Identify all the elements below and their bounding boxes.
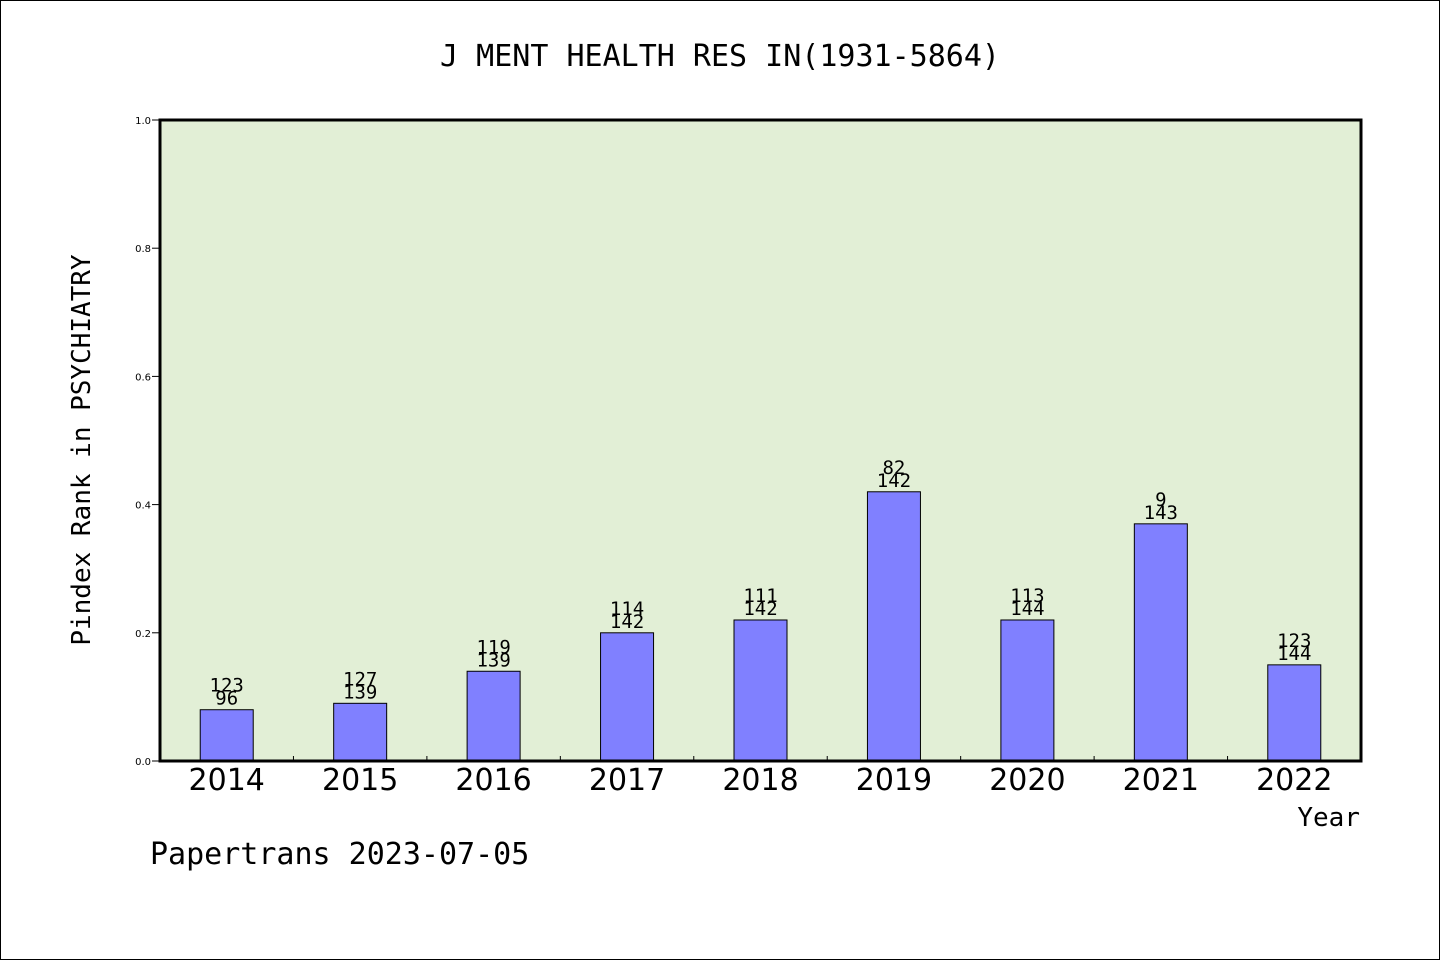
bar [866,491,921,762]
plot-border [158,118,1363,763]
data-label-bottom: 142 [877,470,911,492]
x-tick-label: 2017 [589,763,665,798]
data-label-top: 82 [882,457,905,479]
y-tick-label: 0.4 [135,501,151,512]
x-tick-label: 2019 [856,763,932,798]
data-label-bottom: 142 [743,598,777,620]
data-label-top: 127 [343,668,377,690]
bar [600,632,655,762]
x-axis-label: Year [1297,803,1360,833]
x-tick-label: 2022 [1256,763,1332,798]
data-label-top: 119 [476,636,510,658]
bar [1000,619,1055,762]
data-label-bottom: 142 [610,611,644,633]
data-label-bottom: 144 [1277,643,1311,665]
y-tick-label: 0.2 [135,629,151,640]
data-label-bottom: 144 [1010,598,1044,620]
bar [466,670,521,762]
data-label-top: 9 [1155,489,1166,511]
bar [333,702,388,762]
bar [1267,664,1322,762]
bar [199,709,254,762]
data-label-top: 111 [743,585,777,607]
data-label-bottom: 143 [1144,502,1178,524]
data-label-bottom: 139 [476,649,510,671]
data-label-bottom: 139 [343,681,377,703]
bar [1133,523,1188,762]
y-tick-label: 0.8 [135,244,151,255]
x-tick-label: 2018 [722,763,798,798]
x-tick-label: 2016 [455,763,531,798]
y-tick-label: 1.0 [135,116,151,127]
chart-title: J MENT HEALTH RES IN(1931-5864) [440,39,1000,74]
y-tick-label: 0.0 [135,757,151,768]
x-tick-label: 2015 [322,763,398,798]
x-tick-label: 2014 [189,763,265,798]
data-label-bottom: 96 [215,688,238,710]
footer-text: Papertrans 2023-07-05 [150,837,529,872]
data-label-top: 114 [610,598,644,620]
x-tick-label: 2021 [1123,763,1199,798]
bar [733,619,788,762]
data-label-top: 123 [210,675,244,697]
data-label-top: 123 [1277,630,1311,652]
data-label-top: 113 [1010,585,1044,607]
y-axis-label: Pindex Rank in PSYCHIATRY [67,254,97,646]
y-tick-label: 0.6 [135,372,151,383]
x-tick-label: 2020 [989,763,1065,798]
